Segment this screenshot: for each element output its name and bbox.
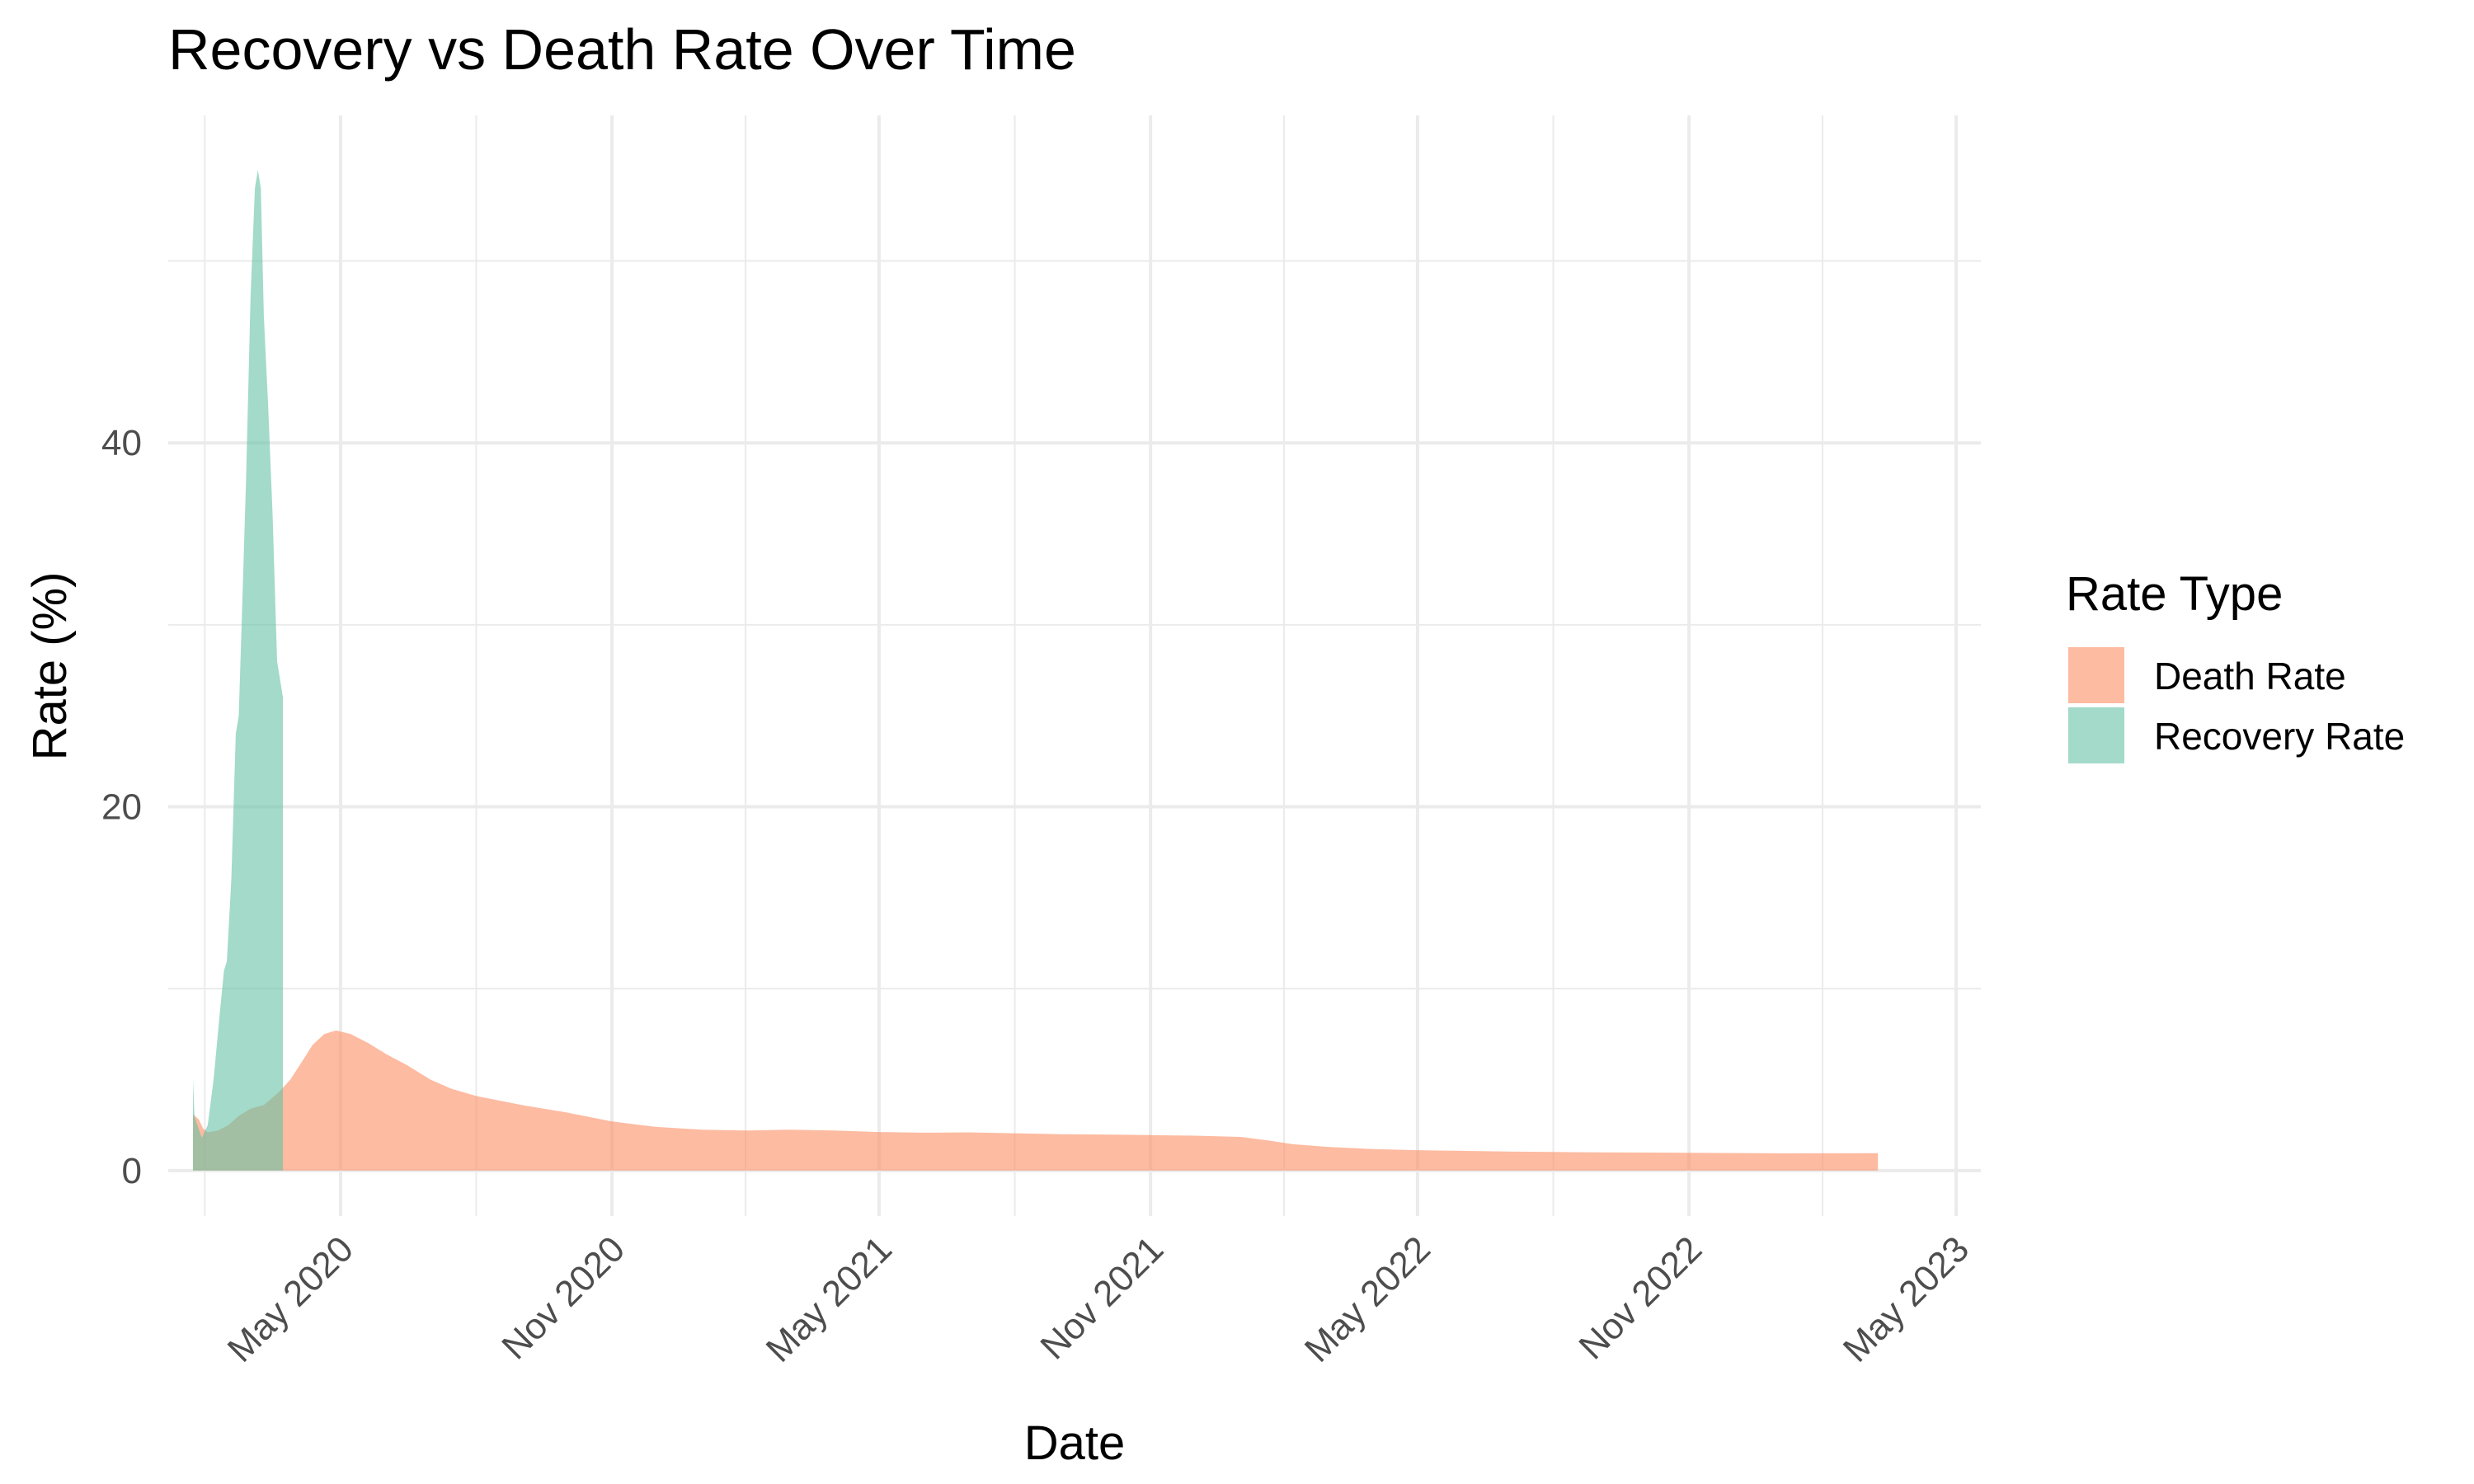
- legend: Rate Type Death Rate Recovery Rate: [2066, 567, 2405, 763]
- y-tick-label: 0: [122, 1151, 142, 1191]
- x-tick-label: May 2021: [759, 1228, 900, 1369]
- grid: [168, 115, 1981, 1216]
- y-axis-ticks: 0 20 40: [101, 423, 142, 1191]
- legend-label-recovery-rate: Recovery Rate: [2154, 715, 2405, 758]
- y-tick-label: 40: [101, 423, 142, 463]
- x-tick-label: May 2020: [220, 1228, 361, 1369]
- x-tick-label: Nov 2022: [1571, 1228, 1710, 1367]
- x-tick-label: May 2022: [1297, 1228, 1438, 1369]
- x-tick-label: Nov 2021: [1032, 1228, 1171, 1367]
- area-series: [193, 170, 1879, 1171]
- y-axis-title: Rate (%): [23, 572, 77, 761]
- y-tick-label: 20: [101, 787, 142, 828]
- legend-key-death-rate: [2068, 647, 2124, 703]
- x-tick-label: Nov 2020: [494, 1228, 633, 1367]
- x-axis-ticks: May 2020 Nov 2020 May 2021 Nov 2021 May 2022…: [220, 1228, 1977, 1369]
- legend-label-death-rate: Death Rate: [2154, 655, 2346, 697]
- x-axis-title: Date: [1024, 1416, 1126, 1470]
- legend-title: Rate Type: [2066, 567, 2283, 621]
- area-recovery-rate: [193, 170, 284, 1171]
- chart-title: Recovery vs Death Rate Over Time: [168, 17, 1076, 82]
- legend-key-recovery-rate: [2068, 707, 2124, 763]
- x-tick-label: May 2023: [1836, 1228, 1977, 1369]
- area-death-rate: [193, 1030, 1879, 1171]
